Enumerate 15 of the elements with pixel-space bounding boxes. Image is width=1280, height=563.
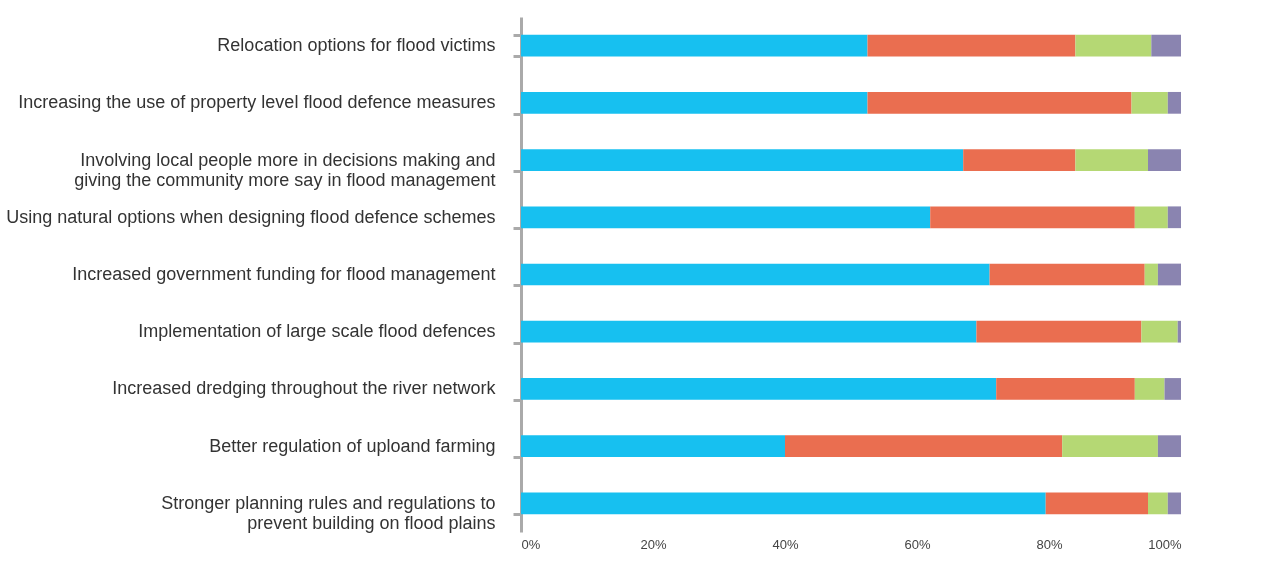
- y-tick-label: Implementation of large scale flood defences: [138, 321, 496, 342]
- y-tick-label: Better regulation of uploand farming: [209, 435, 496, 456]
- x-tick-label: 80%: [1036, 536, 1063, 552]
- x-tick-label: 60%: [904, 536, 931, 552]
- x-tick-label: 100%: [1148, 536, 1182, 552]
- y-tick-label: Increasing the use of property level flood defence measures: [18, 92, 496, 113]
- y-tick-label: Relocation options for flood victims: [217, 35, 496, 56]
- x-tick-label: 40%: [772, 536, 799, 552]
- y-tick-label: Stronger planning rules and regulations to prevent building on flood plains: [161, 492, 496, 533]
- y-tick-label: Increased government funding for flood management: [72, 264, 496, 284]
- y-tick-label: Involving local people more in decisions making and giving the community more say in flood management: [74, 149, 496, 190]
- x-tick-label: 0%: [521, 536, 541, 552]
- y-tick-label: Using natural options when designing flood defence schemes: [6, 206, 496, 227]
- x-tick-label: 20%: [640, 536, 667, 552]
- y-tick-label: Increased dredging throughout the river network: [112, 378, 497, 399]
